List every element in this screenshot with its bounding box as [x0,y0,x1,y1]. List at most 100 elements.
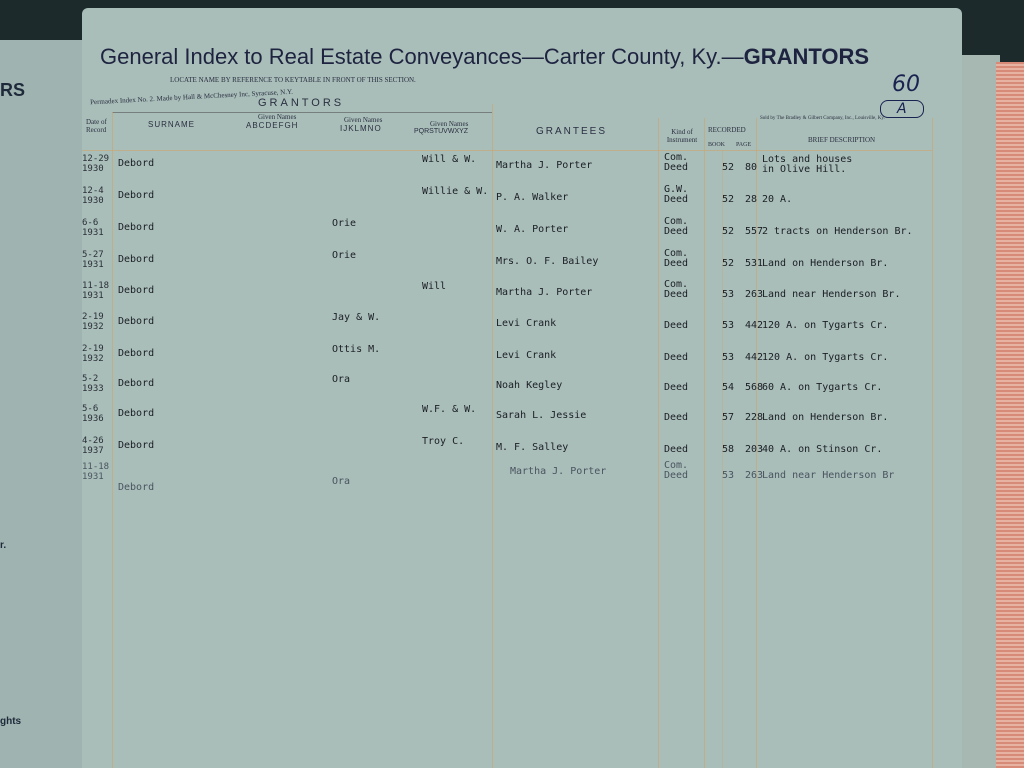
surname: Debord [118,190,155,201]
grantee: Martha J. Porter [496,160,593,171]
given-name-p-z: W.F. & W. [422,404,477,415]
instrument-kind: Deed [664,226,689,237]
book-number: 53 [722,470,735,481]
page-number: 442 [745,352,764,363]
brief-description: Land on Henderson Br. [762,412,889,423]
book-number: 57 [722,412,735,423]
date-of-record: 2-19 [82,344,104,354]
given-label: Given Names [430,120,469,128]
grantors-rule [112,112,492,113]
book-number: 58 [722,444,735,455]
page-number: 263 [745,470,764,481]
surname-header: SURNAME [148,120,196,129]
handwritten-page-number: 60 [892,72,920,97]
page-header: PAGE [736,142,752,148]
instrument-kind: Com. [664,248,689,259]
index-page [82,8,962,768]
date-of-record: 11-18 [82,462,110,472]
date-of-record: 2-19 [82,312,104,322]
surname: Debord [118,222,155,233]
surname: Debord [118,440,155,451]
year-of-record: 1931 [82,472,104,482]
header-rule [82,150,932,151]
book-number: 52 [722,194,735,205]
brief-description: 120 A. on Tygarts Cr. [762,320,889,331]
column-rule [756,118,757,768]
year-of-record: 1930 [82,164,104,174]
instrument-kind: Deed [664,412,689,423]
date-header: Date of Record [86,118,107,134]
locate-note: LOCATE NAME BY REFERENCE TO KEYTABLE IN … [170,76,416,84]
given-name-p-z: Will [422,281,447,292]
column-rule [492,104,493,768]
instrument-kind: Deed [664,352,689,363]
grantee: P. A. Walker [496,192,569,203]
book-number: 52 [722,258,735,269]
date-of-record: 5-2 [82,374,99,384]
page-number: 80 [745,162,758,173]
given-name-p-z: Willie & W. [422,186,489,197]
book-number: 54 [722,382,735,393]
county-text: —Carter County, Ky.— [521,44,744,69]
year-of-record: 1931 [82,291,104,301]
kind-header: Kind of Instrument [666,128,698,144]
given-io-header: IJKLMNO [340,124,382,133]
given-pz-header: PQRSTUVWXYZ [414,128,469,135]
given-ah-header: ABCDEFGH [246,121,299,130]
surname: Debord [118,482,155,493]
brief-description: Land near Henderson Br [762,470,895,481]
brief-description: Lots and houses [762,154,853,165]
page-number: 531 [745,258,764,269]
grantees-header: GRANTEES [536,126,608,137]
given-name-i-o: Ora [332,374,351,385]
grantee: Noah Kegley [496,380,563,391]
description-header: BRIEF DESCRIPTION [808,136,876,144]
given-name-i-o: Orie [332,250,357,261]
instrument-kind: Com. [664,460,689,471]
grantee: W. A. Porter [496,224,569,235]
year-of-record: 1931 [82,228,104,238]
seller-note: Sold by The Bradley & Gilbert Company, I… [760,116,885,121]
brief-description: 2 tracts on Henderson Br. [762,226,913,237]
surname: Debord [118,408,155,419]
given-label: Given Names [344,116,383,124]
grantee: Martha J. Porter [510,466,607,477]
grantee: Sarah L. Jessie [496,410,587,421]
instrument-kind: Deed [664,382,689,393]
column-rule [704,118,705,768]
instrument-kind: Deed [664,258,689,269]
instrument-kind: Deed [664,162,689,173]
given-label: Given Names [258,113,297,121]
brief-description: 40 A. on Stinson Cr. [762,444,883,455]
surname: Debord [118,348,155,359]
column-rule [658,118,659,768]
column-rule [112,112,113,768]
year-of-record: 1932 [82,322,104,332]
book-header: BOOK [708,142,726,148]
date-of-record: 5-6 [82,404,99,414]
year-of-record: 1930 [82,196,104,206]
date-of-record: 11-18 [82,281,110,291]
grantee: Levi Crank [496,350,557,361]
page-edges [960,55,1000,768]
given-name-i-o: Ora [332,476,351,487]
surname: Debord [118,158,155,169]
book-cover-edge [996,62,1024,768]
book-number: 53 [722,320,735,331]
book-number: 52 [722,162,735,173]
book-number: 53 [722,352,735,363]
instrument-kind: Deed [664,444,689,455]
given-name-p-z: Troy C. [422,436,465,447]
grantee: Mrs. O. F. Bailey [496,256,599,267]
grantee: Martha J. Porter [496,287,593,298]
instrument-kind: Deed [664,194,689,205]
brief-description: 20 A. [762,194,793,205]
page-number: 203 [745,444,764,455]
surname: Debord [118,254,155,265]
page-number: 28 [745,194,758,205]
instrument-kind: Deed [664,320,689,331]
page-number: 568 [745,382,764,393]
date-of-record: 12-4 [82,186,104,196]
instrument-kind: Deed [664,289,689,300]
left-page-fragment: ghts [0,716,22,727]
